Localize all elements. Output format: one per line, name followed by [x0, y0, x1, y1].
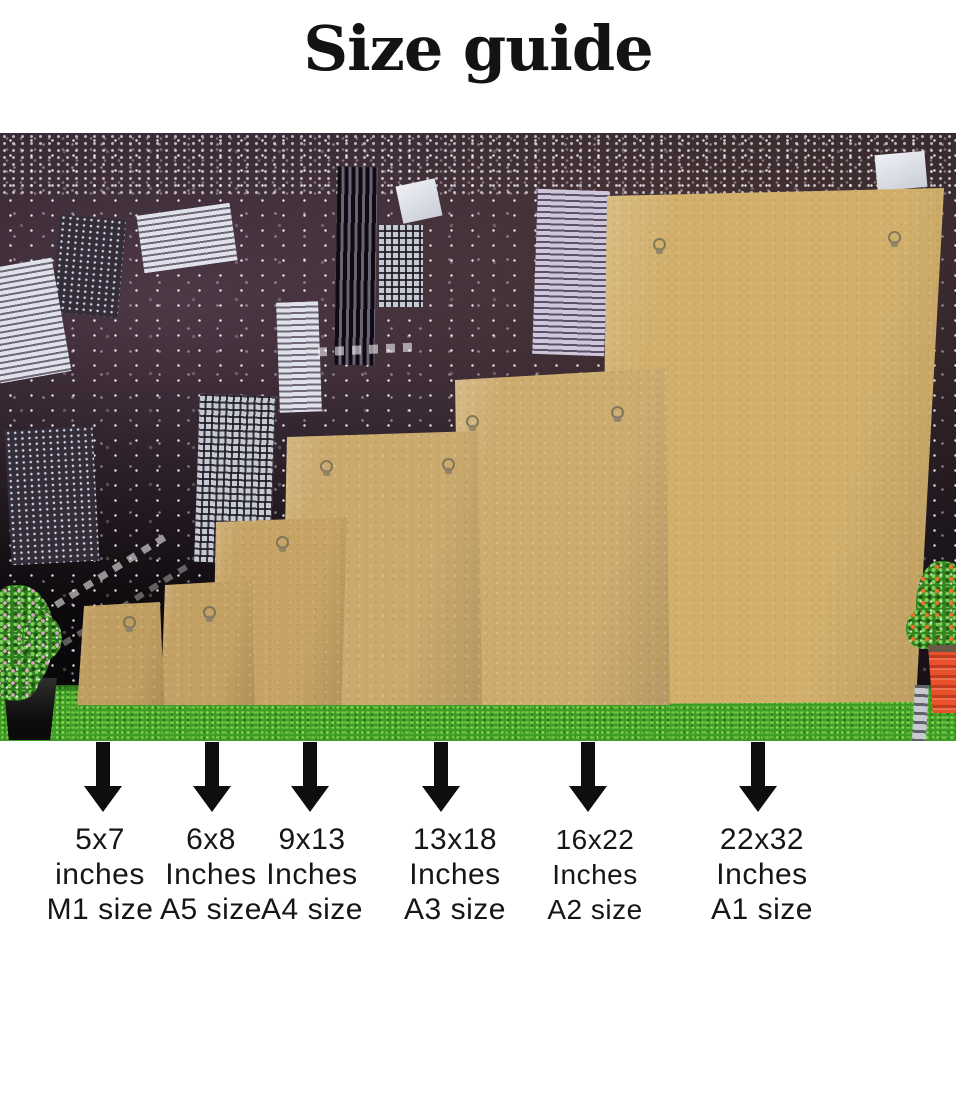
- product-photo: [0, 133, 956, 741]
- d-ring-hook-icon: [888, 231, 901, 247]
- size-label-22x32: 22x32 Inches A1 size: [677, 822, 847, 927]
- dark-tower-building: [334, 166, 378, 366]
- d-ring-hook-icon: [611, 406, 624, 422]
- d-ring-hook-icon: [442, 458, 455, 474]
- standard-text: A5 size: [160, 893, 262, 926]
- skyline-building: [874, 150, 928, 192]
- standard-text: A1 size: [711, 893, 813, 926]
- size-label-6x8: 6x8 Inches A5 size: [126, 822, 296, 927]
- dimension-text: 5x7: [75, 823, 125, 856]
- board-6x8-a5: [160, 580, 255, 722]
- dimension-text: 9x13: [278, 823, 346, 856]
- skyline-building: [379, 225, 423, 307]
- city-lights-band: [0, 133, 956, 197]
- board-16x22-a2: [455, 368, 670, 708]
- down-arrow: [422, 742, 460, 812]
- size-label-9x13: 9x13 Inches A4 size: [227, 822, 397, 927]
- skyline-building: [395, 178, 443, 224]
- standard-text: A3 size: [404, 893, 506, 926]
- d-ring-hook-icon: [466, 415, 479, 431]
- d-ring-hook-icon: [320, 460, 333, 476]
- down-arrow: [84, 742, 122, 812]
- d-ring-hook-icon: [276, 536, 289, 552]
- skyline-building: [4, 425, 100, 566]
- down-arrow: [569, 742, 607, 812]
- size-label-16x22: 16x22 Inches A2 size: [510, 822, 680, 927]
- down-arrow: [291, 742, 329, 812]
- unit-text: Inches: [716, 858, 808, 891]
- d-ring-hook-icon: [123, 616, 136, 632]
- down-arrow: [739, 742, 777, 812]
- d-ring-hook-icon: [203, 606, 216, 622]
- unit-text: Inches: [165, 858, 257, 891]
- size-label-5x7: 5x7 inches M1 size: [15, 822, 185, 927]
- dimension-text: 16x22: [555, 824, 635, 855]
- down-arrow: [193, 742, 231, 812]
- unit-text: inches: [55, 858, 145, 891]
- skyline-building: [532, 188, 610, 357]
- standard-text: A4 size: [261, 893, 363, 926]
- skyline-building: [136, 202, 238, 274]
- left-plant-foliage: [0, 585, 62, 701]
- standard-text: M1 size: [46, 893, 154, 926]
- unit-text: Inches: [266, 858, 358, 891]
- right-plant-foliage: [906, 561, 956, 653]
- size-label-13x18: 13x18 Inches A3 size: [370, 822, 540, 927]
- d-ring-hook-icon: [653, 238, 666, 254]
- standard-text: A2 size: [547, 894, 643, 925]
- unit-text: Inches: [409, 858, 501, 891]
- board-5x7-m1: [76, 602, 165, 724]
- unit-text: Inches: [552, 859, 638, 890]
- right-plant-pot: [928, 645, 956, 713]
- dimension-text: 22x32: [719, 823, 805, 856]
- dimension-text: 6x8: [186, 823, 236, 856]
- grass-turf-front: [0, 705, 956, 741]
- page-title: Size guide: [303, 12, 653, 85]
- dimension-text: 13x18: [412, 823, 498, 856]
- skyline-building: [51, 214, 127, 318]
- skyline-building: [276, 301, 322, 413]
